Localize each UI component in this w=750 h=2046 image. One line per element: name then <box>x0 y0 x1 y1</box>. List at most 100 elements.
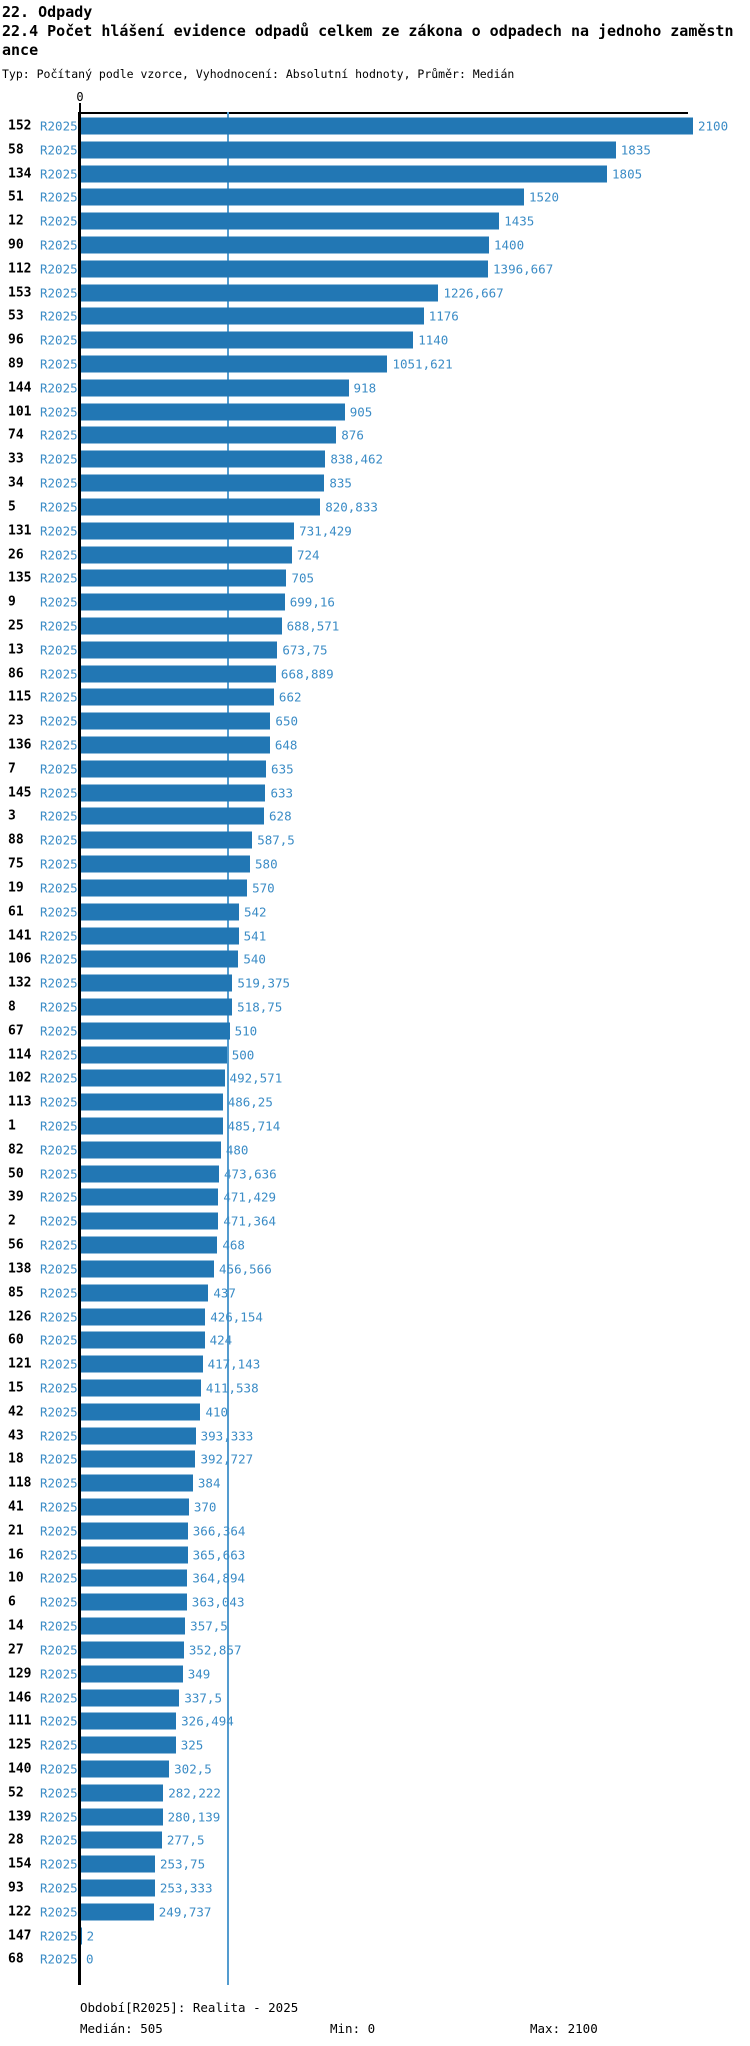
row-bar <box>81 1236 218 1254</box>
row-series-label[interactable]: R2025 <box>40 1428 78 1444</box>
row-series-label[interactable]: R2025 <box>40 261 78 277</box>
row-series-label[interactable]: R2025 <box>40 1237 78 1253</box>
row-bar <box>81 1760 170 1778</box>
row-series-label[interactable]: R2025 <box>40 1166 78 1182</box>
row-series-label[interactable]: R2025 <box>40 1094 78 1110</box>
row-series-label[interactable]: R2025 <box>40 1023 78 1039</box>
row-series-label[interactable]: R2025 <box>40 1142 78 1158</box>
row-series-label[interactable]: R2025 <box>40 1880 78 1896</box>
row-series-label[interactable]: R2025 <box>40 713 78 729</box>
row-value-label: 280,139 <box>167 1809 221 1825</box>
row-id: 26 <box>8 547 24 563</box>
row-series-label[interactable]: R2025 <box>40 1737 78 1753</box>
row-bar <box>81 1427 196 1445</box>
row-series-label[interactable]: R2025 <box>40 189 78 205</box>
row-series-label[interactable]: R2025 <box>40 1785 78 1801</box>
row-series-label[interactable]: R2025 <box>40 1475 78 1491</box>
row-series-label[interactable]: R2025 <box>40 1761 78 1777</box>
row-series-label[interactable]: R2025 <box>40 1523 78 1539</box>
row-series-label[interactable]: R2025 <box>40 570 78 586</box>
row-series-label[interactable]: R2025 <box>40 880 78 896</box>
row-series-label[interactable]: R2025 <box>40 999 78 1015</box>
row-series-label[interactable]: R2025 <box>40 975 78 991</box>
row-series-label[interactable]: R2025 <box>40 1928 78 1944</box>
row-series-label[interactable]: R2025 <box>40 928 78 944</box>
row-id: 68 <box>8 1951 24 1967</box>
row-value-label: 2100 <box>698 118 729 134</box>
row-series-label[interactable]: R2025 <box>40 1356 78 1372</box>
row-series-label[interactable]: R2025 <box>40 404 78 420</box>
row-series-label[interactable]: R2025 <box>40 1570 78 1586</box>
row-series-label[interactable]: R2025 <box>40 761 78 777</box>
row-series-label[interactable]: R2025 <box>40 1451 78 1467</box>
row-series-label[interactable]: R2025 <box>40 1261 78 1277</box>
row-bar <box>81 1450 196 1468</box>
row-series-label[interactable]: R2025 <box>40 737 78 753</box>
row-series-label[interactable]: R2025 <box>40 1666 78 1682</box>
row-series-label[interactable]: R2025 <box>40 332 78 348</box>
row-series-label[interactable]: R2025 <box>40 166 78 182</box>
row-series-label[interactable]: R2025 <box>40 951 78 967</box>
row-series-label[interactable]: R2025 <box>40 1499 78 1515</box>
row-series-label[interactable]: R2025 <box>40 1713 78 1729</box>
row-value-label: 648 <box>274 737 298 753</box>
row-series-label[interactable]: R2025 <box>40 1309 78 1325</box>
row-series-label[interactable]: R2025 <box>40 1618 78 1634</box>
row-series-label[interactable]: R2025 <box>40 1380 78 1396</box>
row-series-label[interactable]: R2025 <box>40 523 78 539</box>
row-series-label[interactable]: R2025 <box>40 213 78 229</box>
row-id: 16 <box>8 1547 24 1563</box>
row-series-label[interactable]: R2025 <box>40 618 78 634</box>
row-series-label[interactable]: R2025 <box>40 808 78 824</box>
row-series-label[interactable]: R2025 <box>40 285 78 301</box>
row-bar <box>81 665 276 683</box>
row-series-label[interactable]: R2025 <box>40 308 78 324</box>
row-value-label: 519,375 <box>237 975 291 991</box>
row-series-label[interactable]: R2025 <box>40 475 78 491</box>
row-value-label: 1435 <box>504 213 535 229</box>
row-series-label[interactable]: R2025 <box>40 356 78 372</box>
row-series-label[interactable]: R2025 <box>40 118 78 134</box>
row-series-label[interactable]: R2025 <box>40 1070 78 1086</box>
row-series-label[interactable]: R2025 <box>40 1594 78 1610</box>
chart-row-16: 16 R2025 365,663 <box>0 1543 750 1567</box>
row-id: 53 <box>8 308 24 324</box>
row-series-label[interactable]: R2025 <box>40 142 78 158</box>
row-series-label[interactable]: R2025 <box>40 1856 78 1872</box>
row-series-label[interactable]: R2025 <box>40 1832 78 1848</box>
row-value-label: 633 <box>270 785 294 801</box>
row-series-label[interactable]: R2025 <box>40 1285 78 1301</box>
row-series-label[interactable]: R2025 <box>40 1332 78 1348</box>
row-series-label[interactable]: R2025 <box>40 904 78 920</box>
row-series-label[interactable]: R2025 <box>40 689 78 705</box>
row-series-label[interactable]: R2025 <box>40 1118 78 1134</box>
row-series-label[interactable]: R2025 <box>40 642 78 658</box>
row-series-label[interactable]: R2025 <box>40 547 78 563</box>
row-series-label[interactable]: R2025 <box>40 1189 78 1205</box>
row-series-label[interactable]: R2025 <box>40 380 78 396</box>
row-series-label[interactable]: R2025 <box>40 1047 78 1063</box>
row-series-label[interactable]: R2025 <box>40 1642 78 1658</box>
chart-row-15: 15 R2025 411,538 <box>0 1376 750 1400</box>
row-series-label[interactable]: R2025 <box>40 427 78 443</box>
row-value-label: 471,429 <box>223 1189 277 1205</box>
row-series-label[interactable]: R2025 <box>40 666 78 682</box>
row-series-label[interactable]: R2025 <box>40 1951 78 1967</box>
row-series-label[interactable]: R2025 <box>40 594 78 610</box>
row-id: 141 <box>8 928 32 944</box>
row-series-label[interactable]: R2025 <box>40 451 78 467</box>
row-series-label[interactable]: R2025 <box>40 1404 78 1420</box>
row-series-label[interactable]: R2025 <box>40 1213 78 1229</box>
row-series-label[interactable]: R2025 <box>40 1547 78 1563</box>
row-series-label[interactable]: R2025 <box>40 237 78 253</box>
row-series-label[interactable]: R2025 <box>40 1690 78 1706</box>
row-series-label[interactable]: R2025 <box>40 785 78 801</box>
chart-row-141: 141 R2025 541 <box>0 924 750 948</box>
row-series-label[interactable]: R2025 <box>40 499 78 515</box>
row-series-label[interactable]: R2025 <box>40 1904 78 1920</box>
row-id: 86 <box>8 666 24 682</box>
row-series-label[interactable]: R2025 <box>40 832 78 848</box>
row-id: 39 <box>8 1189 24 1205</box>
row-series-label[interactable]: R2025 <box>40 856 78 872</box>
row-series-label[interactable]: R2025 <box>40 1809 78 1825</box>
